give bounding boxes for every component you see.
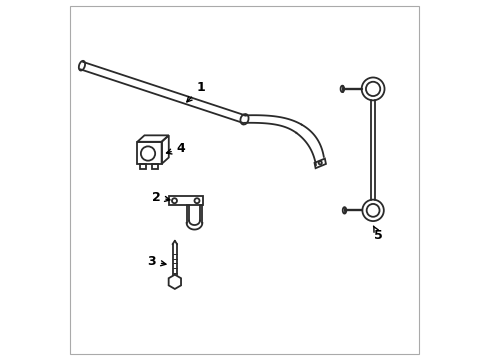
Text: 4: 4: [166, 142, 185, 155]
Text: 1: 1: [186, 81, 204, 102]
Text: 5: 5: [373, 226, 382, 242]
Text: 2: 2: [151, 191, 169, 204]
Text: 3: 3: [147, 255, 165, 268]
